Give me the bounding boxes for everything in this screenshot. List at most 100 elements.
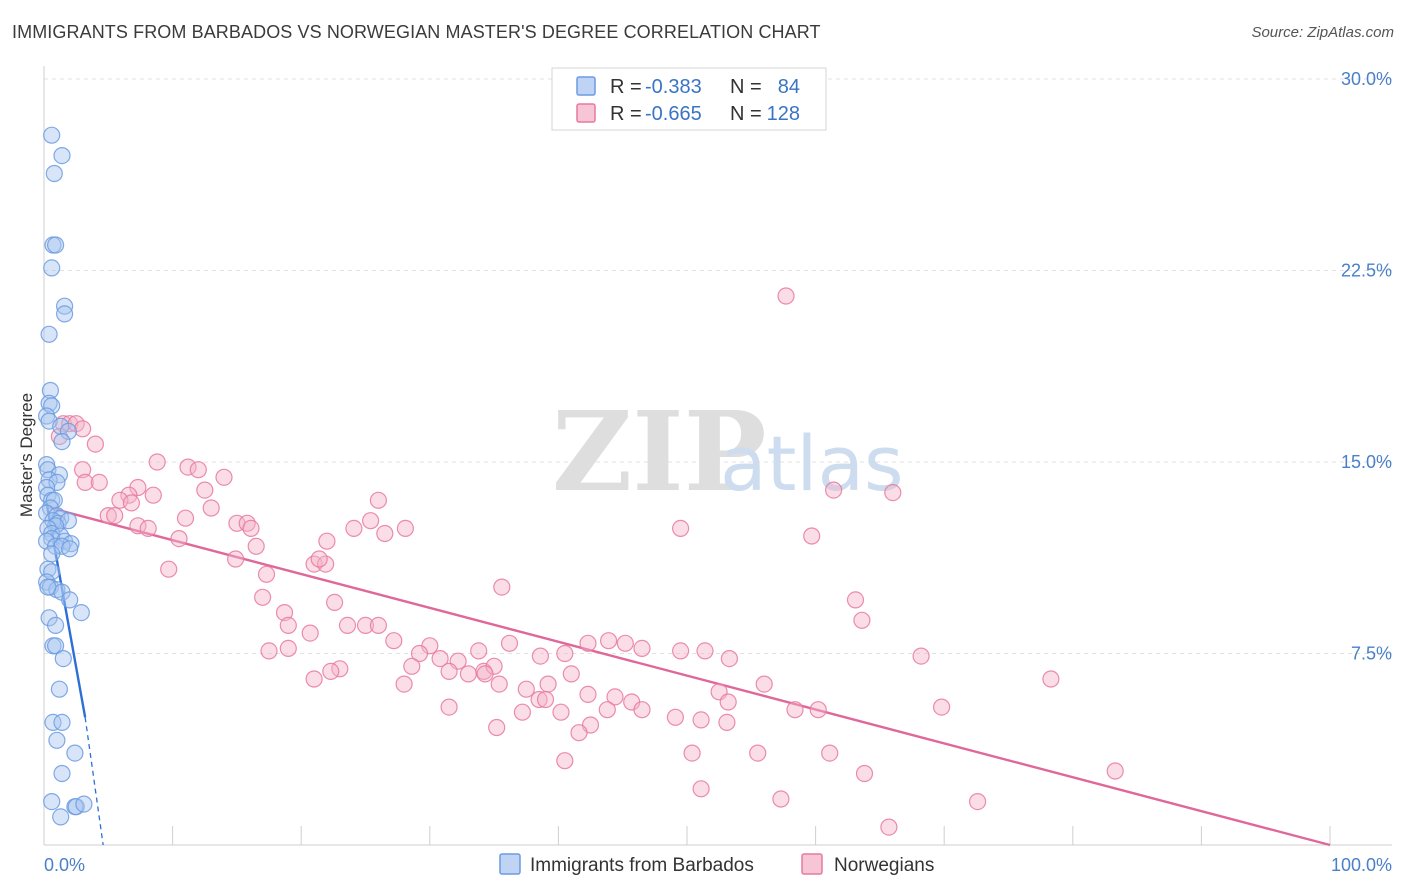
point-norwegians-20 bbox=[99, 506, 117, 525]
point-norwegians-92 bbox=[633, 701, 651, 719]
point-norwegians-31 bbox=[160, 560, 178, 578]
legend-r-label-2: R = bbox=[610, 103, 642, 125]
point-norwegians-101 bbox=[786, 701, 804, 719]
point-norwegians-22 bbox=[176, 509, 195, 527]
y-tick-label-2: 22.5% bbox=[1341, 261, 1392, 281]
point-norwegians-95 bbox=[570, 724, 588, 742]
point-barbados-44 bbox=[43, 545, 61, 563]
point-norwegians-39 bbox=[362, 512, 380, 530]
point-norwegians-69 bbox=[633, 639, 651, 658]
point-norwegians-12 bbox=[215, 468, 233, 486]
legend-n-label-2: N = bbox=[730, 103, 762, 125]
point-barbados-58 bbox=[54, 649, 72, 668]
point-barbados-32 bbox=[59, 512, 78, 530]
point-norwegians-42 bbox=[493, 578, 511, 596]
point-norwegians-97 bbox=[692, 711, 710, 729]
point-norwegians-72 bbox=[720, 649, 739, 668]
point-barbados-57 bbox=[46, 637, 65, 655]
point-norwegians-118 bbox=[803, 527, 821, 545]
point-norwegians-24 bbox=[129, 517, 147, 535]
point-norwegians-54 bbox=[260, 642, 278, 660]
point-barbados-10 bbox=[40, 394, 58, 412]
point-norwegians-38 bbox=[345, 519, 363, 538]
point-norwegians-78 bbox=[459, 665, 477, 683]
point-barbados-0 bbox=[43, 126, 61, 144]
legend-r-label-1: R = bbox=[610, 76, 642, 98]
point-norwegians-102 bbox=[809, 701, 827, 719]
point-norwegians-81 bbox=[517, 680, 535, 698]
point-norwegians-57 bbox=[500, 634, 519, 652]
legend-n-value-2: 128 bbox=[767, 103, 800, 125]
point-barbados-8 bbox=[40, 325, 58, 343]
point-barbados-31 bbox=[49, 514, 67, 532]
point-norwegians-85 bbox=[513, 703, 532, 721]
point-barbados-21 bbox=[48, 473, 66, 491]
point-norwegians-21 bbox=[106, 506, 124, 525]
legend-n-value-1: 84 bbox=[778, 76, 800, 98]
point-norwegians-64 bbox=[531, 647, 550, 665]
axes: 7.5% 15.0% 22.5% 30.0% 0.0% 100.0% bbox=[43, 66, 1392, 875]
point-barbados-38 bbox=[37, 532, 56, 550]
point-barbados-43 bbox=[61, 540, 79, 558]
point-norwegians-29 bbox=[247, 537, 265, 555]
point-barbados-7 bbox=[55, 305, 74, 323]
point-norwegians-25 bbox=[139, 519, 157, 538]
y-tick-label-1: 15.0% bbox=[1341, 452, 1392, 472]
point-barbados-62 bbox=[48, 731, 66, 749]
point-barbados-53 bbox=[72, 603, 90, 622]
point-norwegians-123 bbox=[556, 752, 574, 770]
watermark-atlas: atlas bbox=[720, 419, 904, 508]
point-barbados-15 bbox=[59, 422, 78, 440]
point-barbados-1 bbox=[53, 147, 71, 165]
series-legend-norwegians: Norwegians bbox=[834, 855, 934, 876]
point-norwegians-35 bbox=[310, 550, 328, 568]
point-norwegians-71 bbox=[696, 642, 714, 660]
point-barbados-5 bbox=[43, 259, 61, 277]
point-norwegians-67 bbox=[599, 632, 618, 650]
point-norwegians-82 bbox=[539, 675, 557, 693]
point-norwegians-116 bbox=[846, 591, 865, 609]
series-legend-swatch-norwegians bbox=[801, 853, 823, 875]
point-norwegians-110 bbox=[880, 818, 898, 836]
x-tick-label-0: 0.0% bbox=[44, 855, 85, 875]
point-norwegians-86 bbox=[536, 690, 555, 709]
x-tick-label-1: 100.0% bbox=[1331, 855, 1392, 875]
point-norwegians-87 bbox=[488, 718, 506, 737]
series-legend: Immigrants from Barbados Norwegians bbox=[499, 853, 934, 876]
y-tick-label-0: 7.5% bbox=[1351, 644, 1392, 664]
legend-swatch-norwegians bbox=[576, 103, 596, 123]
point-norwegians-119 bbox=[671, 519, 690, 538]
point-norwegians-108 bbox=[692, 780, 710, 798]
point-norwegians-36 bbox=[318, 532, 336, 550]
point-barbados-69 bbox=[52, 808, 70, 826]
point-norwegians-96 bbox=[666, 708, 685, 726]
point-norwegians-46 bbox=[279, 616, 297, 635]
point-norwegians-19 bbox=[202, 499, 220, 517]
point-barbados-61 bbox=[53, 713, 71, 732]
point-norwegians-104 bbox=[749, 744, 767, 762]
point-norwegians-77 bbox=[440, 698, 458, 716]
point-norwegians-105 bbox=[821, 744, 839, 762]
point-norwegians-56 bbox=[470, 642, 488, 660]
point-norwegians-106 bbox=[855, 764, 874, 783]
point-norwegians-76 bbox=[395, 675, 413, 693]
data-points bbox=[37, 126, 1124, 836]
point-norwegians-90 bbox=[606, 688, 624, 706]
point-norwegians-80 bbox=[490, 675, 508, 693]
point-norwegians-89 bbox=[579, 685, 597, 704]
point-norwegians-49 bbox=[369, 616, 387, 635]
point-norwegians-10 bbox=[179, 458, 197, 476]
legend-swatch-barbados bbox=[576, 76, 596, 96]
point-norwegians-59 bbox=[403, 657, 421, 675]
point-norwegians-5 bbox=[86, 435, 105, 453]
point-norwegians-114 bbox=[932, 698, 951, 716]
trend-line-norwegians bbox=[50, 506, 1331, 847]
point-barbados-68 bbox=[75, 795, 93, 813]
source-label: Source: ZipAtlas.com bbox=[1251, 24, 1394, 41]
point-norwegians-8 bbox=[90, 473, 108, 491]
point-barbados-16 bbox=[53, 433, 71, 451]
series-legend-swatch-barbados bbox=[499, 853, 521, 875]
point-norwegians-88 bbox=[552, 703, 570, 721]
point-norwegians-43 bbox=[254, 588, 272, 606]
point-norwegians-79 bbox=[476, 665, 494, 683]
